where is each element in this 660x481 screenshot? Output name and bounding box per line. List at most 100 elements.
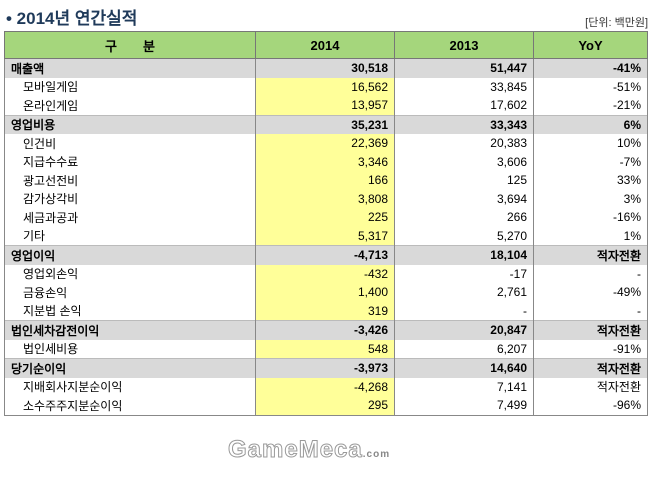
table-row: 당기순이익 -3,973 14,640 적자전환 bbox=[4, 358, 648, 378]
value-yoy: - bbox=[533, 264, 648, 283]
value-2014: 16,562 bbox=[255, 77, 395, 96]
value-2014: -3,973 bbox=[255, 358, 395, 378]
value-2013: 125 bbox=[394, 171, 534, 190]
row-label: 당기순이익 bbox=[4, 358, 256, 378]
value-2014: 30,518 bbox=[255, 58, 395, 78]
value-2013: 33,845 bbox=[394, 77, 534, 96]
value-yoy: -21% bbox=[533, 96, 648, 115]
value-2013: 7,141 bbox=[394, 377, 534, 396]
table-row: 인건비 22,369 20,383 10% bbox=[4, 134, 648, 153]
section-title: • 2014년 연간실적 bbox=[6, 9, 138, 28]
header-2014: 2014 bbox=[255, 31, 395, 59]
value-2014: 13,957 bbox=[255, 96, 395, 115]
value-2013: 14,640 bbox=[394, 358, 534, 378]
row-label: 지배회사지분순이익 bbox=[4, 377, 256, 396]
value-2013: 2,761 bbox=[394, 283, 534, 302]
value-2014: 225 bbox=[255, 208, 395, 227]
value-2014: 295 bbox=[255, 396, 395, 415]
header-category: 구 분 bbox=[4, 31, 256, 59]
table-row: 광고선전비 166 125 33% bbox=[4, 171, 648, 190]
value-2013: 6,207 bbox=[394, 339, 534, 359]
table-row: 모바일게임 16,562 33,845 -51% bbox=[4, 77, 648, 96]
value-2014: 1,400 bbox=[255, 283, 395, 302]
row-label: 법인세비용 bbox=[4, 339, 256, 359]
row-label: 매출액 bbox=[4, 58, 256, 78]
value-yoy: 적자전환 bbox=[533, 358, 648, 378]
value-2014: 166 bbox=[255, 171, 395, 190]
value-2014: 548 bbox=[255, 339, 395, 359]
table-row: 법인세차감전이익 -3,426 20,847 적자전환 bbox=[4, 320, 648, 340]
table-row: 감가상각비 3,808 3,694 3% bbox=[4, 189, 648, 208]
row-label: 인건비 bbox=[4, 134, 256, 153]
table-row: 소수주주지분순이익 295 7,499 -96% bbox=[4, 396, 648, 415]
value-yoy: -91% bbox=[533, 339, 648, 359]
value-2014: -4,713 bbox=[255, 245, 395, 265]
row-label: 기타 bbox=[4, 226, 256, 246]
table-header: 구 분 2014 2013 YoY bbox=[4, 31, 648, 59]
table-row: 매출액 30,518 51,447 -41% bbox=[4, 58, 648, 78]
value-yoy: 적자전환 bbox=[533, 377, 648, 396]
row-label: 영업이익 bbox=[4, 245, 256, 265]
row-label: 온라인게임 bbox=[4, 96, 256, 115]
header-2013: 2013 bbox=[394, 31, 534, 59]
value-2014: -432 bbox=[255, 264, 395, 283]
value-2014: 22,369 bbox=[255, 134, 395, 153]
row-label: 광고선전비 bbox=[4, 171, 256, 190]
value-yoy: -96% bbox=[533, 396, 648, 415]
value-yoy: -51% bbox=[533, 77, 648, 96]
table-row: 영업비용 35,231 33,343 6% bbox=[4, 114, 648, 134]
table-row: 지배회사지분순이익 -4,268 7,141 적자전환 bbox=[4, 377, 648, 396]
row-label: 세금과공과 bbox=[4, 208, 256, 227]
value-2013: - bbox=[394, 301, 534, 321]
value-2014: 5,317 bbox=[255, 226, 395, 246]
watermark-logo: GameMeca.com bbox=[227, 436, 391, 464]
value-2014: 35,231 bbox=[255, 114, 395, 134]
value-2014: -4,268 bbox=[255, 377, 395, 396]
row-label: 영업외손익 bbox=[4, 264, 256, 283]
unit-label: [단위: 백만원] bbox=[585, 17, 648, 29]
table-row: 지급수수료 3,346 3,606 -7% bbox=[4, 152, 648, 171]
row-label: 지급수수료 bbox=[4, 152, 256, 171]
value-yoy: 1% bbox=[533, 226, 648, 246]
value-2014: 3,808 bbox=[255, 189, 395, 208]
annual-results-table: 구 분 2014 2013 YoY 매출액 30,518 51,447 -41% 모바일… bbox=[4, 31, 648, 416]
value-yoy: - bbox=[533, 301, 648, 321]
value-yoy: 적자전환 bbox=[533, 320, 648, 340]
value-2013: 3,606 bbox=[394, 152, 534, 171]
value-yoy: -16% bbox=[533, 208, 648, 227]
value-2013: 33,343 bbox=[394, 114, 534, 134]
table-row: 영업외손익 -432 -17- bbox=[4, 264, 648, 283]
value-yoy: -41% bbox=[533, 58, 648, 78]
value-yoy: -49% bbox=[533, 283, 648, 302]
value-2014: 3,346 bbox=[255, 152, 395, 171]
value-yoy: 6% bbox=[533, 114, 648, 134]
value-2013: 266 bbox=[394, 208, 534, 227]
row-label: 지분법 손익 bbox=[4, 301, 256, 321]
value-2013: 20,847 bbox=[394, 320, 534, 340]
value-yoy: 10% bbox=[533, 134, 648, 153]
value-yoy: 3% bbox=[533, 189, 648, 208]
value-yoy: 33% bbox=[533, 171, 648, 190]
value-yoy: 적자전환 bbox=[533, 245, 648, 265]
row-label: 소수주주지분순이익 bbox=[4, 396, 256, 415]
value-yoy: -7% bbox=[533, 152, 648, 171]
value-2014: -3,426 bbox=[255, 320, 395, 340]
value-2013: -17 bbox=[394, 264, 534, 283]
value-2013: 17,602 bbox=[394, 96, 534, 115]
table-row: 기타 5,317 5,270 1% bbox=[4, 226, 648, 246]
table-row: 세금과공과 225 266 -16% bbox=[4, 208, 648, 227]
header-yoy: YoY bbox=[533, 31, 648, 59]
value-2013: 3,694 bbox=[394, 189, 534, 208]
row-label: 법인세차감전이익 bbox=[4, 320, 256, 340]
row-label: 금융손익 bbox=[4, 283, 256, 302]
table-row: 지분법 손익 319- - bbox=[4, 301, 648, 321]
value-2013: 5,270 bbox=[394, 226, 534, 246]
row-label: 영업비용 bbox=[4, 114, 256, 134]
row-label: 감가상각비 bbox=[4, 189, 256, 208]
value-2013: 51,447 bbox=[394, 58, 534, 78]
table-row: 법인세비용 548 6,207 -91% bbox=[4, 339, 648, 359]
row-label: 모바일게임 bbox=[4, 77, 256, 96]
table-row: 영업이익 -4,713 18,104 적자전환 bbox=[4, 245, 648, 265]
value-2013: 7,499 bbox=[394, 396, 534, 415]
table-row: 온라인게임 13,957 17,602 -21% bbox=[4, 96, 648, 115]
